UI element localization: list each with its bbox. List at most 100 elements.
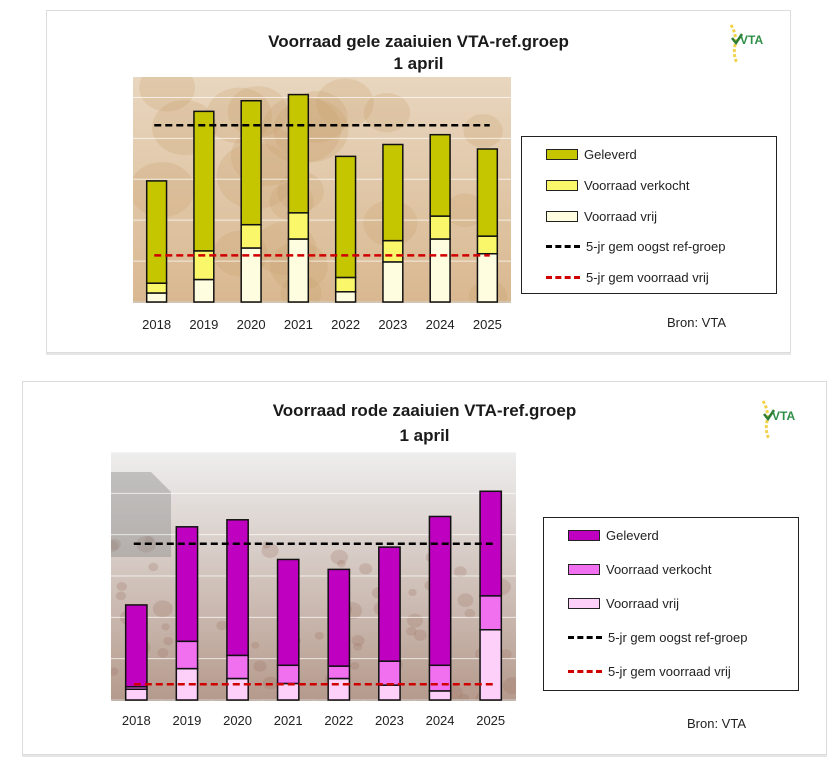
chart-title: Voorraad rode zaaiuien VTA-ref.groep (272, 401, 577, 420)
logo-text: VTA (772, 409, 795, 423)
legend-item-5jr-oogst: 5-jr gem oogst ref-groep (568, 630, 747, 645)
bar-voorraad-verkocht-2024 (428, 664, 452, 692)
bar-voorraad-vrij-2019 (193, 278, 215, 303)
legend-swatch (546, 149, 578, 160)
source-label: Bron: VTA (667, 315, 727, 330)
legend-label: Geleverd (606, 528, 659, 543)
bar-voorraad-vrij-2018 (145, 292, 168, 303)
x-tick-label: 2022 (324, 713, 354, 728)
bar-voorraad-verkocht-2021 (287, 212, 310, 240)
background-texture (111, 540, 119, 553)
x-tick-label: 2019 (172, 713, 202, 728)
background-texture (351, 634, 365, 647)
legend-item-voorraad-verkocht: Voorraad verkocht (546, 178, 690, 193)
legend-swatch (568, 598, 600, 609)
bar-geleverd-2022 (327, 568, 351, 667)
bar-voorraad-vrij-2021 (276, 682, 300, 701)
bar-voorraad-verkocht-2022 (334, 276, 357, 293)
chart-subtitle: 1 april (393, 54, 444, 73)
vta-logo-icon: VTA (723, 21, 767, 65)
chart-legend: Geleverd Voorraad verkocht Voorraad vrij… (543, 517, 799, 691)
legend-label: Geleverd (584, 147, 637, 162)
background-texture (262, 676, 278, 690)
background-texture (253, 660, 267, 672)
background-texture (502, 677, 516, 695)
legend-dash-black (568, 636, 602, 639)
x-tick-label: 2022 (331, 317, 361, 332)
plot-area (133, 77, 511, 303)
bar-voorraad-verkocht-2020 (226, 654, 249, 680)
bar-geleverd-2025 (476, 148, 499, 237)
background-texture (408, 588, 417, 596)
background-texture (251, 641, 260, 649)
legend-swatch (568, 530, 600, 541)
background-texture (216, 620, 228, 631)
x-tick-label: 2018 (142, 317, 172, 332)
background-texture (463, 114, 503, 148)
x-tick-label: 2023 (378, 317, 408, 332)
background-texture (336, 559, 346, 568)
bar-geleverd-2019 (193, 110, 215, 252)
x-tick-label: 2023 (374, 713, 404, 728)
x-tick-label: 2019 (189, 317, 219, 332)
bar-voorraad-verkocht-2023 (378, 660, 401, 686)
bar-voorraad-vrij-2025 (479, 628, 503, 701)
legend-item-geleverd: Geleverd (568, 528, 659, 543)
bar-geleverd-2021 (276, 558, 300, 667)
legend-swatch (568, 564, 600, 575)
bar-voorraad-vrij-2024 (429, 238, 451, 303)
chart-subtitle: 1 april (399, 426, 450, 445)
legend-item-5jr-voorraad-vrij: 5-jr gem voorraad vrij (568, 664, 731, 679)
x-tick-label: 2024 (425, 317, 455, 332)
background-texture (413, 629, 427, 641)
legend-label: 5-jr gem oogst ref-groep (586, 239, 726, 254)
legend-item-5jr-oogst: 5-jr gem oogst ref-groep (546, 239, 725, 254)
bar-geleverd-2019 (175, 526, 199, 643)
background-texture (464, 608, 476, 618)
background-texture (453, 566, 467, 578)
bar-voorraad-vrij-2022 (327, 677, 351, 701)
background-texture (406, 613, 424, 628)
background-texture (457, 593, 474, 607)
background-texture (458, 693, 469, 701)
legend-dash-black (546, 245, 580, 248)
chart-svg (133, 77, 511, 303)
legend-label: Voorraad vrij (584, 209, 657, 224)
bar-geleverd-2020 (226, 519, 249, 657)
vta-logo-icon: VTA (755, 397, 799, 441)
background-texture (330, 549, 348, 565)
background-texture (116, 582, 127, 591)
background-texture (111, 538, 121, 550)
background-texture (139, 77, 195, 112)
bar-voorraad-vrij-2022 (334, 291, 357, 303)
chart-card-yellow-onions: Voorraad gele zaaiuien VTA-ref.groep 1 a… (46, 10, 791, 353)
background-texture (406, 626, 417, 636)
background-texture (144, 536, 154, 544)
background-texture (152, 600, 173, 618)
x-tick-label: 2024 (425, 713, 455, 728)
background-texture (157, 648, 169, 658)
bar-voorraad-vrij-2018 (124, 688, 148, 701)
bar-voorraad-verkocht-2021 (276, 664, 300, 685)
background-texture (115, 591, 127, 601)
bar-voorraad-vrij-2020 (226, 677, 249, 701)
legend-item-5jr-voorraad-vrij: 5-jr gem voorraad vrij (546, 270, 709, 285)
x-tick-label: 2021 (283, 317, 313, 332)
background-texture (499, 649, 512, 660)
bar-voorraad-vrij-2021 (287, 238, 310, 303)
legend-label: 5-jr gem oogst ref-groep (608, 630, 748, 645)
chart-title: Voorraad gele zaaiuien VTA-ref.groep (268, 32, 569, 51)
x-tick-label: 2020 (236, 317, 266, 332)
bar-geleverd-2024 (428, 515, 452, 667)
bar-voorraad-vrij-2023 (382, 261, 404, 303)
background-texture (445, 193, 485, 227)
x-tick-label: 2018 (121, 713, 151, 728)
background-texture (316, 78, 374, 128)
legend-label: Voorraad verkocht (606, 562, 712, 577)
background-texture (163, 636, 174, 646)
bar-voorraad-verkocht-2023 (382, 239, 404, 263)
source-label: Bron: VTA (687, 716, 747, 731)
bar-geleverd-2024 (429, 133, 451, 217)
background-texture (359, 563, 373, 575)
background-texture (148, 562, 159, 572)
